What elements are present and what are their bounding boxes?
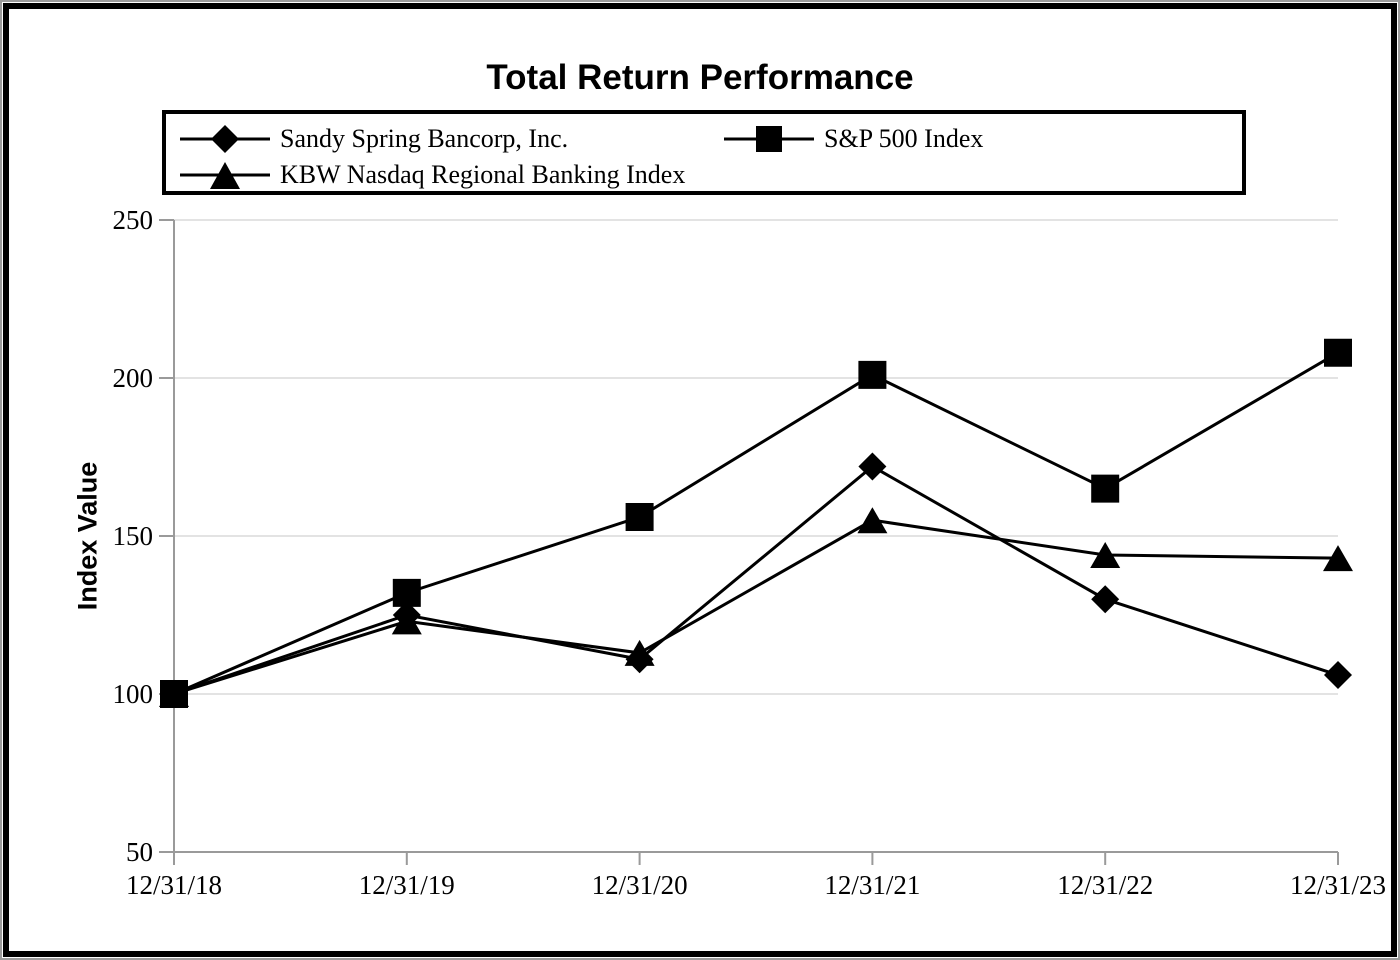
legend-label-sandy-spring: Sandy Spring Bancorp, Inc. bbox=[280, 124, 569, 153]
square-marker bbox=[625, 503, 654, 532]
square-marker bbox=[392, 578, 421, 607]
triangle-marker bbox=[1090, 541, 1121, 568]
x-tick-label: 12/31/20 bbox=[592, 870, 688, 900]
x-tick-label: 12/31/19 bbox=[359, 870, 455, 900]
square-marker bbox=[858, 360, 887, 389]
x-tick-label: 12/31/18 bbox=[126, 870, 222, 900]
diamond-marker bbox=[858, 452, 887, 481]
square-marker bbox=[1091, 474, 1120, 503]
legend: Sandy Spring Bancorp, Inc. S&P 500 Index… bbox=[162, 110, 1246, 195]
y-tick-label: 50 bbox=[126, 837, 153, 867]
triangle-marker-icon bbox=[180, 162, 270, 189]
chart-title: Total Return Performance bbox=[486, 58, 914, 97]
legend-item-kbw: KBW Nasdaq Regional Banking Index bbox=[180, 158, 685, 192]
diamond-marker bbox=[392, 601, 421, 629]
series-line-triangle bbox=[173, 518, 1339, 696]
legend-label-kbw: KBW Nasdaq Regional Banking Index bbox=[280, 160, 686, 189]
x-tick-label: 12/31/21 bbox=[824, 870, 920, 900]
diamond-marker-icon bbox=[180, 125, 270, 153]
x-tick-label: 12/31/22 bbox=[1057, 870, 1153, 900]
diamond-marker bbox=[1324, 661, 1352, 690]
square-marker bbox=[160, 680, 188, 708]
triangle-marker bbox=[857, 507, 888, 534]
y-tick-label: 250 bbox=[113, 205, 154, 235]
square-marker-icon bbox=[724, 126, 814, 152]
legend-item-sandy-spring: Sandy Spring Bancorp, Inc. bbox=[180, 122, 568, 156]
diamond-marker bbox=[1091, 585, 1120, 614]
diamond-marker bbox=[625, 645, 654, 674]
y-tick-label: 200 bbox=[113, 363, 154, 393]
x-tick-label: 12/31/23 bbox=[1290, 870, 1386, 900]
y-tick-label: 100 bbox=[113, 679, 154, 709]
y-tick-label: 150 bbox=[113, 521, 154, 551]
series-line-square bbox=[173, 351, 1339, 696]
triangle-marker bbox=[1323, 545, 1353, 572]
series-line-diamond bbox=[173, 464, 1339, 696]
legend-item-sp500: S&P 500 Index bbox=[724, 122, 983, 156]
square-marker bbox=[1324, 338, 1352, 367]
legend-label-sp500: S&P 500 Index bbox=[824, 124, 984, 153]
